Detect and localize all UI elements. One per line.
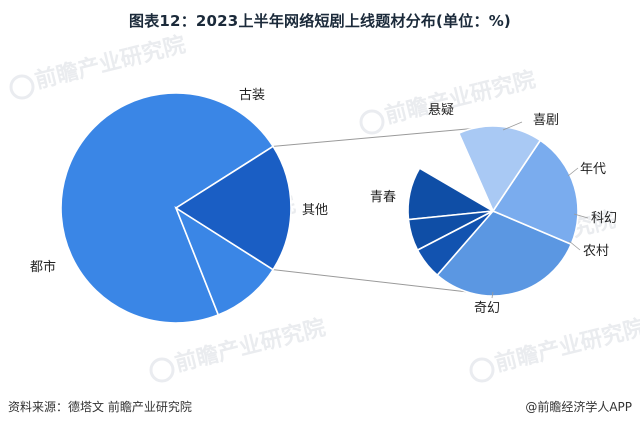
leader-line (568, 240, 581, 251)
sub-slice (436, 210, 573, 297)
leader-line (502, 121, 523, 131)
sub-slice (416, 210, 494, 277)
main-slice-label: 其他 (302, 203, 328, 218)
main-slice-label: 都市 (30, 259, 56, 275)
chart-title: 图表12：2023上半年网络短剧上线题材分布(单位：%) (129, 12, 511, 30)
connector-line-bottom (273, 269, 467, 293)
main-pie (60, 92, 292, 324)
watermark-logo (149, 357, 175, 383)
watermark-text: 前瞻产业研究院 (492, 315, 640, 377)
watermark-logo (359, 109, 385, 135)
sub-slice-label: 奇幻 (474, 300, 500, 316)
sub-slice (457, 125, 542, 213)
main-slice-label: 古装 (239, 88, 265, 103)
main-slice (174, 206, 275, 316)
watermark-text: 前瞻产业研究院 (32, 32, 188, 94)
leader-line (573, 213, 589, 219)
source-note: 资料来源：德塔文 前瞻产业研究院 (8, 400, 192, 414)
connector-line-top (273, 128, 473, 147)
connector-lines (273, 128, 473, 293)
sub-slice-label: 农村 (583, 244, 609, 259)
sub-slice-label: 青春 (370, 190, 396, 205)
main-slice (60, 92, 275, 324)
sub-slice-label: 年代 (580, 162, 606, 177)
brand-credit: @前瞻经济学人APP (525, 400, 632, 414)
main-slice (174, 145, 292, 271)
leader-line (567, 167, 579, 177)
sub-pie (407, 125, 579, 297)
watermark-text: 前瞻产业研究院 (382, 67, 538, 129)
watermark-logo (9, 74, 35, 100)
sub-slice-label: 悬疑 (428, 102, 454, 118)
leader-line (491, 291, 494, 299)
sub-slice-label: 科幻 (591, 211, 617, 226)
watermark-logo (469, 357, 495, 383)
sub-slice-label: 喜剧 (533, 113, 559, 128)
sub-slice (491, 139, 579, 246)
watermark-text: 前瞻产业研究院 (172, 315, 328, 377)
